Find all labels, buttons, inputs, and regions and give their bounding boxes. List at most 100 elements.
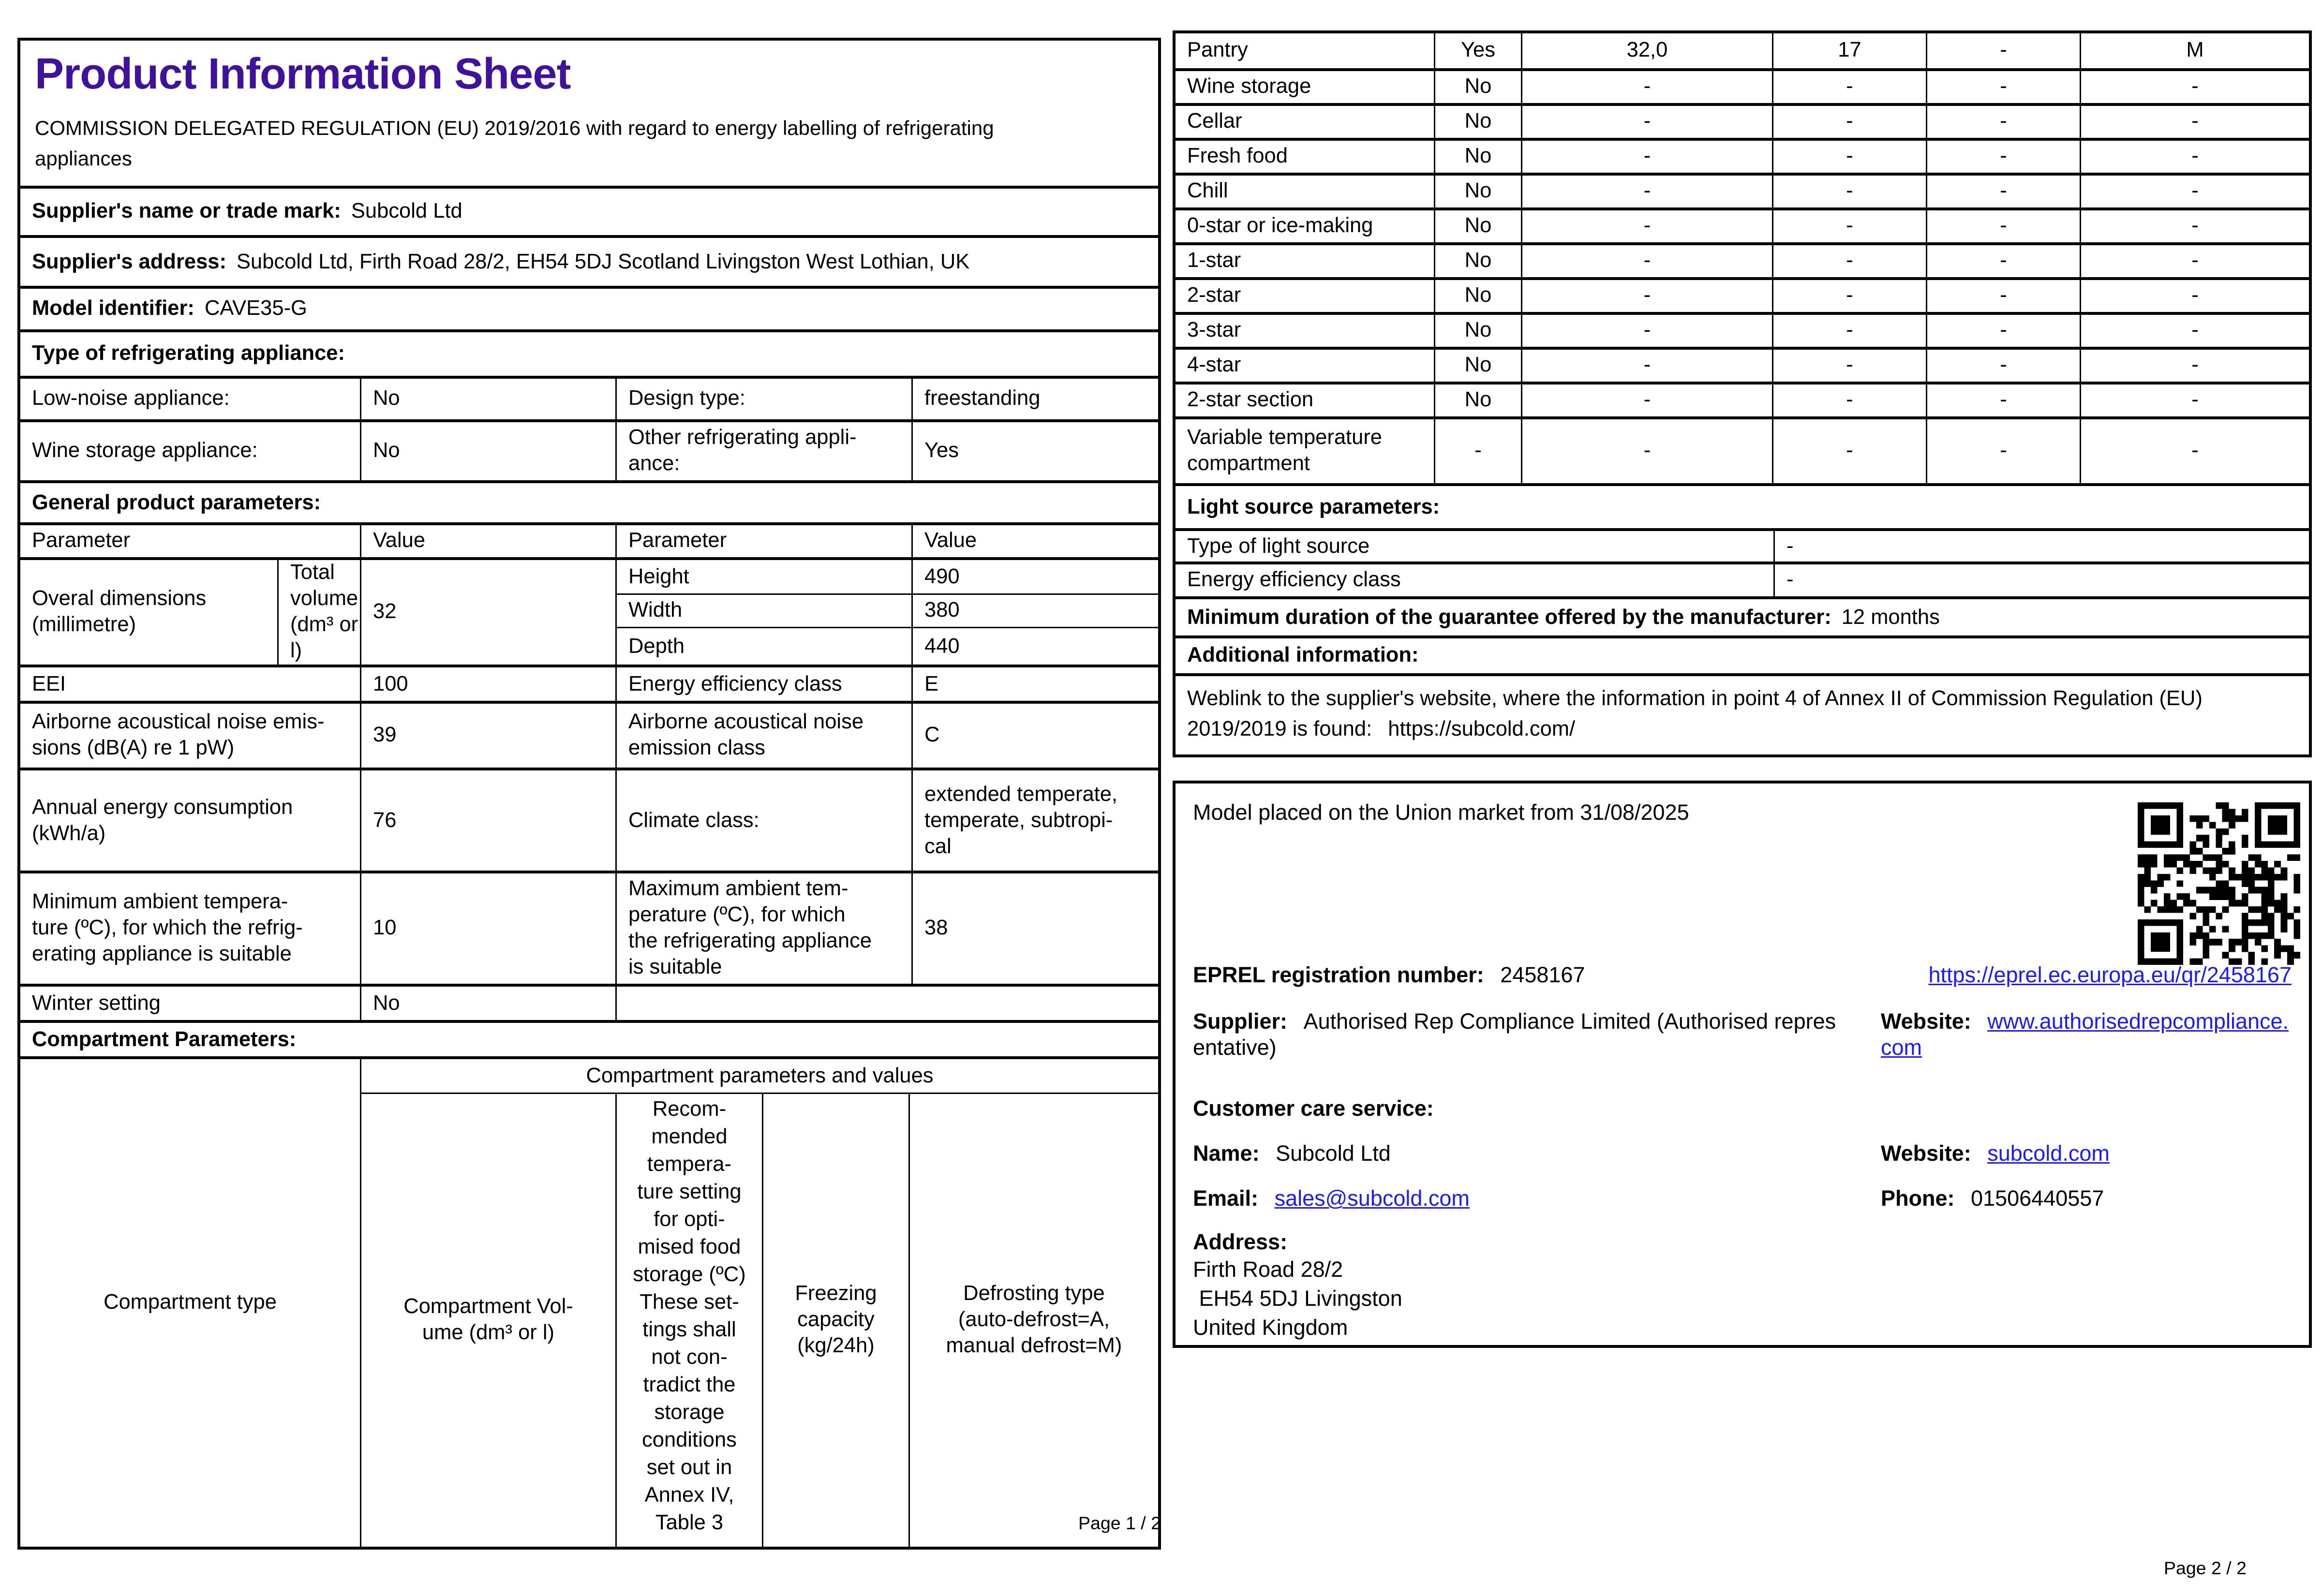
model-identifier-label: Model identifier: [32, 297, 194, 321]
page-subtitle: COMMISSION DELEGATED REGULATION (EU) 201… [35, 116, 994, 170]
light-source-row: Type of light source - [1176, 528, 2309, 562]
supplier-value: Authorised Rep Compliance Limited (Autho… [1193, 1010, 1836, 1061]
care-email-row: Email: sales@subcold.com Phone: 01506440… [1193, 1187, 2292, 1213]
defrost-column-header: Defrosting type (auto-defrost=A, manual … [908, 1094, 1158, 1547]
supplier-website: Website: www.authorisedrepcompliance. co… [1881, 1010, 2292, 1062]
param-cell: Low-noise appliance: [32, 387, 230, 411]
compartment-value-cell: - [1772, 245, 1926, 277]
compartment-name-cell: Chill [1187, 180, 1228, 203]
compartment-name-cell: Wine storage [1187, 75, 1311, 99]
website-label: Website: [1881, 1010, 1971, 1034]
compartment-value-cell: - [1521, 106, 1772, 138]
dimension-value: 380 [911, 593, 1158, 627]
type-section-header: Type of refrigerating appliance: [20, 329, 1158, 376]
compartment-value-cell: No [1434, 245, 1521, 277]
eprel-link[interactable]: https://eprel.ec.europa.eu/qr/2458167 [1928, 963, 2292, 988]
dimension-key: Height [615, 560, 911, 593]
param-row: Winter setting No [20, 984, 1158, 1020]
market-date-line: Model placed on the Union market from 31… [1193, 801, 1689, 826]
light-value-cell: - [1773, 564, 2309, 596]
guarantee-value: 12 months [1841, 606, 1940, 629]
website-label: Website: [1881, 1142, 1971, 1167]
compartment-value-cell: No [1434, 280, 1521, 312]
compartment-value-cell: - [2080, 141, 2309, 173]
compartment-value-cell: - [1926, 280, 2080, 312]
compartment-name-cell: 3-star [1187, 319, 1241, 342]
param-cell: Airborne acoustical noise emission class [615, 704, 911, 768]
compartment-value-cell: - [1434, 419, 1521, 483]
phone-label: Phone: [1881, 1187, 1955, 1212]
dimension-value: 490 [911, 560, 1158, 593]
care-website-link[interactable]: subcold.com [1987, 1142, 2110, 1167]
supplier-address-row: Supplier's address: Subcold Ltd, Firth R… [20, 235, 1158, 286]
compartment-value-cell: - [1926, 245, 2080, 277]
compartment-value-cell: - [1772, 419, 1926, 483]
param-row: Minimum ambient tempera- ture (ºC), for … [20, 871, 1158, 984]
compartment-value-cell: - [1772, 176, 1926, 207]
dimensions-label: Overal dimensions (millimetre) [32, 588, 207, 637]
compartment-value-cell: Yes [1434, 33, 1521, 68]
compartment-value-cell: - [2080, 176, 2309, 207]
compartment-value-cell: No [1434, 141, 1521, 173]
supplier-name-value: Subcold Ltd [351, 200, 462, 223]
compartment-row: Cellar No - - - - [1176, 103, 2309, 138]
email-link[interactable]: sales@subcold.com [1274, 1187, 1470, 1212]
compartment-value-cell: - [2080, 71, 2309, 103]
compartment-value-cell: - [1926, 384, 2080, 416]
light-value-cell: - [1773, 531, 2309, 562]
compartment-value-cell: - [1521, 210, 1772, 242]
compartment-type-header: Compartment type [104, 1291, 277, 1315]
care-name: Name: Subcold Ltd [1193, 1142, 1861, 1168]
compartment-value-cell: - [1521, 419, 1772, 483]
light-param-cell: Energy efficiency class [1187, 569, 1401, 592]
value-cell: 10 [360, 873, 615, 984]
compartment-value-cell: No [1434, 71, 1521, 103]
weblink-url: https://subcold.com/ [1388, 718, 1576, 741]
compartment-value-cell: - [1926, 176, 2080, 207]
param-cell: Airborne acoustical noise emis- sions (d… [32, 711, 325, 760]
compartment-value-cell: - [2080, 350, 2309, 382]
compartment-name-cell: 0-star or ice-making [1187, 215, 1373, 238]
param-row: EEI 100 Energy efficiency class E [20, 665, 1158, 701]
compartment-value-cell: - [1772, 106, 1926, 138]
qr-code [2138, 802, 2301, 965]
page2-footer: Page 2 / 2 [2164, 1558, 2247, 1579]
page-title: Product Information Sheet [35, 51, 571, 99]
page1-footer: Page 1 / 2 [1078, 1513, 1161, 1534]
compartment-value-cell: M [2080, 33, 2309, 68]
title-block: Product Information Sheet COMMISSION DEL… [20, 41, 1158, 186]
compartment-value-cell: No [1434, 350, 1521, 382]
name-value: Subcold Ltd [1276, 1142, 1391, 1167]
eprel-label: EPREL registration number: [1193, 963, 1484, 988]
compartment-value-cell: - [1521, 141, 1772, 173]
value-cell: 100 [360, 667, 615, 701]
value-cell: 76 [360, 770, 615, 871]
param-cell: Climate class: [615, 770, 911, 871]
dimensions-row: Overal dimensions (millimetre) Height 49… [20, 557, 1158, 665]
compartment-row: Fresh food No - - - - [1176, 138, 2309, 173]
empty-cell [615, 987, 911, 1020]
compartment-row: 3-star No - - - - [1176, 312, 2309, 347]
market-info-box: Model placed on the Union market from 31… [1173, 781, 2312, 1348]
compartment-value-cell: - [2080, 315, 2309, 347]
value-cell: extended temperate, temperate, subtropi-… [911, 770, 1158, 871]
weblink-row: Weblink to the supplier's website, where… [1176, 673, 2309, 754]
freezing-column-header: Freezing capacity (kg/24h) [762, 1094, 908, 1547]
total-volume-label: Total volume (dm³ or l) [277, 560, 360, 665]
empty-cell [911, 987, 1158, 1020]
compartment-value-cell: - [1926, 350, 2080, 382]
param-cell: Minimum ambient tempera- ture (ºC), for … [32, 891, 303, 966]
type-row: Wine storage appliance: No Other refrige… [20, 419, 1158, 480]
compartment-value-cell: No [1434, 176, 1521, 207]
rep-website-link[interactable]: www.authorisedrepcompliance. com [1881, 1010, 2289, 1061]
name-label: Name: [1193, 1142, 1260, 1167]
compartment-value-cell: No [1434, 315, 1521, 347]
light-source-row: Energy efficiency class - [1176, 562, 2309, 596]
compartment-value-cell: - [2080, 245, 2309, 277]
total-volume-value: 32 [360, 560, 615, 665]
compartment-value-cell: No [1434, 210, 1521, 242]
care-email: Email: sales@subcold.com [1193, 1187, 1861, 1213]
page-1: Product Information Sheet COMMISSION DEL… [17, 38, 1161, 1550]
address-row: Address: Firth Road 28/2 EH54 5DJ Living… [1193, 1230, 2292, 1344]
compartment-value-cell: - [1772, 315, 1926, 347]
